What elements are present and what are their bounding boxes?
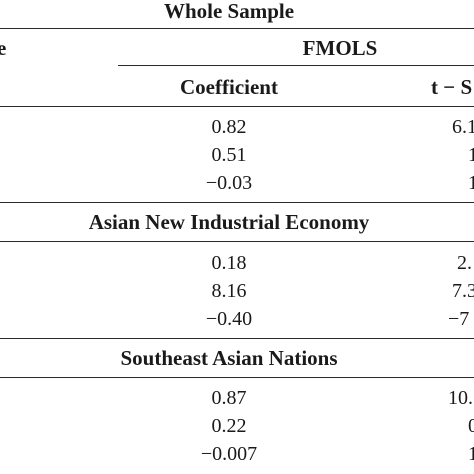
section-title-whole-sample: Whole Sample [163,0,295,23]
rule-method [118,65,474,66]
method-header: FMOLS [302,36,378,60]
coefficient-value: −0.40 [205,308,253,330]
stat-value: 10. [448,387,473,409]
rule-top [0,28,474,29]
coefficient-value: 8.16 [211,280,247,302]
stat-value: −7 [448,308,470,330]
coefficient-value: 0.87 [211,387,247,409]
coefficient-header: Coefficient [180,75,278,99]
section-title-southeast-asian: Southeast Asian Nations [120,346,338,370]
rule-section-2-bottom [0,241,474,242]
stat-value: 7.3 [452,280,474,302]
column-label-cut: e [0,36,7,60]
rule-section-2 [0,202,474,203]
stat-value: 2. [457,252,472,274]
rule-header-bottom [0,106,474,107]
section-title-asian-nie: Asian New Industrial Economy [88,210,370,234]
stat-value: 1 [468,443,474,465]
coefficient-value: 0.18 [211,252,247,274]
stat-value: 0 [468,415,474,437]
stat-header-cut: t − S [431,75,473,99]
coefficient-value: 0.82 [211,116,247,138]
coefficient-value: −0.007 [200,443,258,465]
stat-value: 1 [468,144,474,166]
stat-value: 1 [468,172,474,194]
rule-section-3 [0,338,474,339]
coefficient-value: −0.03 [205,172,253,194]
coefficient-value: 0.51 [211,144,247,166]
coefficient-value: 0.22 [211,415,247,437]
stat-value: 6.1 [452,116,474,138]
rule-section-3-bottom [0,377,474,378]
